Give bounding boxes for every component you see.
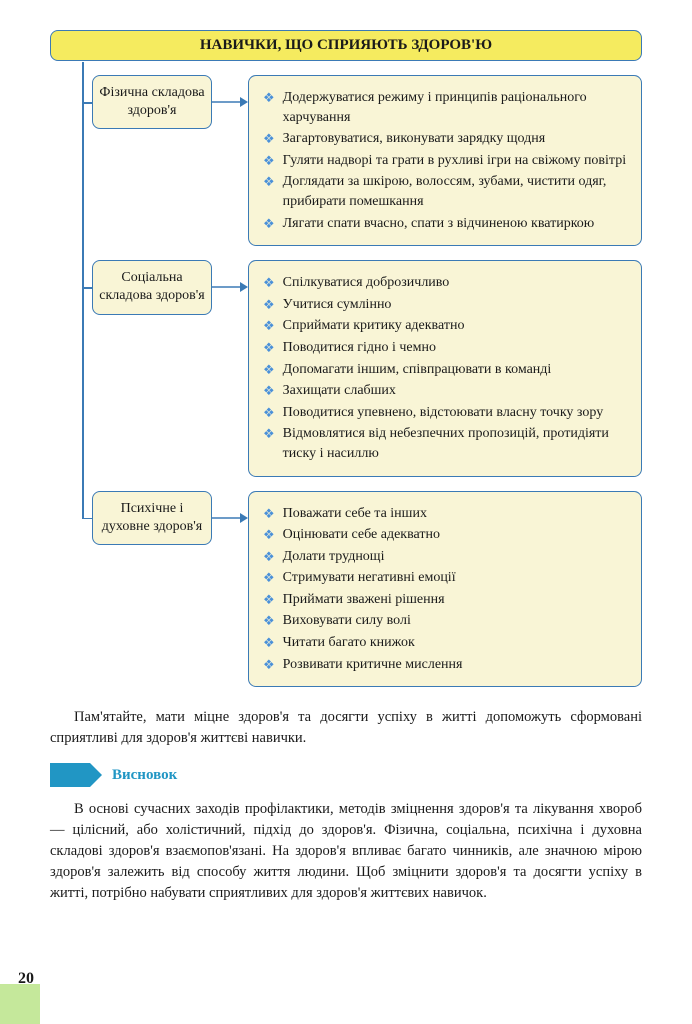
- list-item: ❖ Виховувати силу волі: [263, 611, 627, 631]
- item-text: Поводитися упевнено, відстоювати власну …: [283, 403, 627, 423]
- item-text: Додержуватися режиму і принципів раціона…: [283, 88, 627, 127]
- arrow-icon: [212, 279, 248, 295]
- item-text: Спілкуватися доброзичливо: [283, 273, 627, 293]
- list-item: ❖ Поважати себе та інших: [263, 504, 627, 524]
- item-text: Читати багато книжок: [283, 633, 627, 653]
- list-item: ❖ Гуляти надворі та грати в рухливі ігри …: [263, 151, 627, 171]
- item-text: Оцінювати себе адекватно: [283, 525, 627, 545]
- list-item: ❖ Відмовлятися від небезпечних пропозицій…: [263, 424, 627, 463]
- diagram-title: НАВИЧКИ, ЩО СПРИЯЮТЬ ЗДОРОВ'Ю: [50, 30, 642, 61]
- list-item: ❖ Сприймати критику адекватно: [263, 316, 627, 336]
- bullet-icon: ❖: [263, 633, 275, 653]
- list-item: ❖ Лягати спати вчасно, спати з відчиненою…: [263, 214, 627, 234]
- items-box: ❖ Додержуватися режиму і принципів раціон…: [248, 75, 642, 246]
- item-text: Долати труднощі: [283, 547, 627, 567]
- bullet-icon: ❖: [263, 129, 275, 149]
- item-text: Учитися сумлінно: [283, 295, 627, 315]
- bullet-icon: ❖: [263, 338, 275, 358]
- list-item: ❖ Приймати зважені рішення: [263, 590, 627, 610]
- item-text: Сприймати критику адекватно: [283, 316, 627, 336]
- list-item: ❖ Читати багато книжок: [263, 633, 627, 653]
- item-text: Стримувати негативні емоції: [283, 568, 627, 588]
- bullet-icon: ❖: [263, 504, 275, 524]
- item-text: Розвивати критичне мислення: [283, 655, 627, 675]
- arrow-icon: [212, 94, 248, 110]
- conclusion-label: Висновок: [112, 767, 177, 784]
- list-item: ❖ Оцінювати себе адекватно: [263, 525, 627, 545]
- bullet-icon: ❖: [263, 273, 275, 293]
- bullet-icon: ❖: [263, 381, 275, 401]
- category-box: Фізична складова здоров'я: [92, 75, 212, 129]
- items-box: ❖ Спілкуватися доброзичливо ❖ Учитися сумлі…: [248, 260, 642, 476]
- bullet-icon: ❖: [263, 316, 275, 336]
- bullet-icon: ❖: [263, 547, 275, 567]
- diagram-row: Психічне і духовне здоров'я ❖ Поважати се…: [50, 491, 642, 688]
- item-text: Виховувати силу волі: [283, 611, 627, 631]
- item-text: Загартовуватися, виконувати зарядку щодн…: [283, 129, 627, 149]
- item-text: Приймати зважені рішення: [283, 590, 627, 610]
- list-item: ❖ Розвивати критичне мислення: [263, 655, 627, 675]
- item-text: Захищати слабших: [283, 381, 627, 401]
- list-item: ❖ Поводитися гідно і чемно: [263, 338, 627, 358]
- list-item: ❖ Спілкуватися доброзичливо: [263, 273, 627, 293]
- items-box: ❖ Поважати себе та інших ❖ Оцінювати себе а…: [248, 491, 642, 688]
- item-text: Відмовлятися від небезпечних пропозицій,…: [283, 424, 627, 463]
- diagram-container: НАВИЧКИ, ЩО СПРИЯЮТЬ ЗДОРОВ'Ю Фізична ск…: [50, 30, 642, 687]
- item-text: Доглядати за шкірою, волоссям, зубами, ч…: [283, 172, 627, 211]
- bullet-icon: ❖: [263, 590, 275, 610]
- item-text: Допомагати іншим, співпрацювати в команд…: [283, 360, 627, 380]
- bullet-icon: ❖: [263, 172, 275, 192]
- bullet-icon: ❖: [263, 360, 275, 380]
- list-item: ❖ Доглядати за шкірою, волоссям, зубами, …: [263, 172, 627, 211]
- list-item: ❖ Захищати слабших: [263, 381, 627, 401]
- conclusion-arrow-icon: [50, 763, 90, 787]
- page-number: 20: [18, 970, 34, 988]
- arrow-icon: [212, 510, 248, 526]
- diagram-row: Соціальна складова здоров'я ❖ Спілкуватис…: [50, 260, 642, 476]
- item-text: Лягати спати вчасно, спати з відчиненою …: [283, 214, 627, 234]
- bullet-icon: ❖: [263, 295, 275, 315]
- bullet-icon: ❖: [263, 611, 275, 631]
- bullet-icon: ❖: [263, 424, 275, 444]
- bullet-icon: ❖: [263, 214, 275, 234]
- bullet-icon: ❖: [263, 525, 275, 545]
- page-number-decoration: 20: [0, 964, 60, 1024]
- bullet-icon: ❖: [263, 151, 275, 171]
- list-item: ❖ Поводитися упевнено, відстоювати власну…: [263, 403, 627, 423]
- list-item: ❖ Додержуватися режиму і принципів раціон…: [263, 88, 627, 127]
- list-item: ❖ Загартовуватися, виконувати зарядку щод…: [263, 129, 627, 149]
- list-item: ❖ Допомагати іншим, співпрацювати в коман…: [263, 360, 627, 380]
- list-item: ❖ Долати труднощі: [263, 547, 627, 567]
- list-item: ❖ Стримувати негативні емоції: [263, 568, 627, 588]
- item-text: Поводитися гідно і чемно: [283, 338, 627, 358]
- page-corner-icon: [0, 984, 40, 1024]
- category-box: Психічне і духовне здоров'я: [92, 491, 212, 545]
- conclusion-heading: Висновок: [50, 763, 642, 787]
- bullet-icon: ❖: [263, 568, 275, 588]
- bullet-icon: ❖: [263, 88, 275, 108]
- conclusion-text: В основі сучасних заходів профілактики, …: [50, 799, 642, 904]
- bullet-icon: ❖: [263, 403, 275, 423]
- item-text: Гуляти надворі та грати в рухливі ігри н…: [283, 151, 627, 171]
- category-box: Соціальна складова здоров'я: [92, 260, 212, 314]
- paragraph-text: Пам'ятайте, мати міцне здоров'я та досяг…: [50, 707, 642, 749]
- item-text: Поважати себе та інших: [283, 504, 627, 524]
- bullet-icon: ❖: [263, 655, 275, 675]
- list-item: ❖ Учитися сумлінно: [263, 295, 627, 315]
- diagram-row: Фізична складова здоров'я ❖ Додержуватися…: [50, 75, 642, 246]
